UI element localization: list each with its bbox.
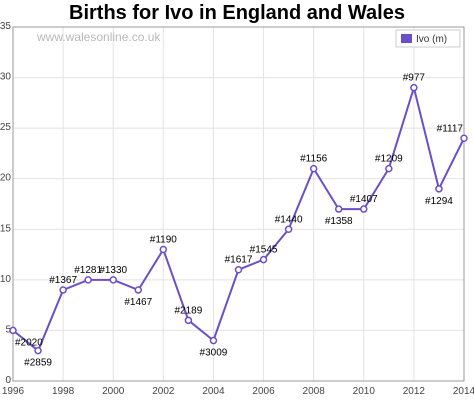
data-label: #1407 — [350, 194, 378, 205]
data-point — [134, 286, 143, 294]
series-ivo — [9, 83, 468, 355]
x-tick-label: 2002 — [152, 386, 175, 397]
data-point — [159, 245, 168, 254]
series-line — [12, 86, 465, 352]
x-tick-label: 2006 — [252, 386, 275, 397]
data-label: #2189 — [174, 305, 202, 316]
data-label: #977 — [403, 73, 426, 84]
y-tick-label: 30 — [0, 72, 11, 83]
y-tick-label: 5 — [5, 324, 11, 335]
watermark: www.walesonline.co.uk — [36, 30, 161, 44]
axis-ticks: 0 5 10 15 20 25 30 35 1996 1998 2000 2002 2004 2006 20… — [0, 21, 474, 397]
y-tick-label: 25 — [0, 122, 11, 133]
data-label: #1156 — [300, 154, 328, 165]
data-point — [259, 255, 268, 264]
data-point — [360, 205, 368, 213]
data-point — [309, 164, 318, 173]
data-point — [84, 276, 92, 284]
y-tick-label: 15 — [0, 223, 11, 234]
grid — [12, 26, 465, 382]
x-tick-label: 2000 — [102, 386, 125, 397]
legend-label: Ivo (m) — [416, 34, 447, 45]
y-tick-label: 0 — [5, 375, 11, 386]
data-label: #1467 — [124, 297, 152, 308]
data-label: #1281 — [74, 265, 102, 276]
x-tick-label: 1998 — [52, 386, 75, 397]
data-label: #1440 — [275, 214, 303, 225]
data-label: #3009 — [200, 348, 228, 359]
x-tick-label: 1996 — [2, 386, 25, 397]
data-label: #1330 — [99, 265, 127, 276]
legend: Ivo (m) — [395, 29, 461, 48]
x-tick-label: 2008 — [303, 386, 326, 397]
data-point — [34, 346, 42, 355]
data-point — [59, 286, 67, 294]
x-tick-label: 2012 — [403, 386, 426, 397]
data-label: #1117 — [437, 123, 464, 134]
chart-title: Births for Ivo in England and Wales — [69, 2, 405, 24]
data-point — [410, 83, 418, 92]
data-point — [234, 265, 243, 274]
data-point — [9, 326, 17, 335]
data-label: #2859 — [24, 358, 52, 369]
x-tick-label: 2014 — [453, 386, 474, 397]
data-point — [385, 164, 393, 173]
data-point — [284, 225, 293, 234]
plot-frame — [12, 26, 465, 382]
data-label: #1367 — [49, 275, 77, 286]
x-tick-label: 2010 — [353, 386, 376, 397]
data-label: #1358 — [325, 216, 353, 227]
data-labels: #2020 #2859 #1367#1281#1330 #1467 #1190 #2189… — [15, 73, 463, 369]
x-tick-label: 2004 — [202, 386, 225, 397]
data-label: #2020 — [15, 337, 43, 348]
data-point — [334, 205, 343, 213]
data-point — [209, 336, 218, 345]
data-point — [435, 185, 443, 193]
y-tick-label: 35 — [0, 21, 11, 32]
y-tick-label: 10 — [0, 274, 11, 285]
legend-swatch — [401, 34, 412, 43]
data-label: #1209 — [375, 154, 403, 165]
data-label: #1617 — [225, 255, 253, 266]
data-point — [109, 276, 117, 284]
y-tick-label: 20 — [0, 173, 11, 184]
data-point — [460, 134, 468, 143]
data-point — [184, 316, 193, 325]
data-label: #1545 — [250, 245, 278, 256]
data-label: #1190 — [150, 235, 178, 246]
data-label: #1294 — [425, 196, 453, 207]
